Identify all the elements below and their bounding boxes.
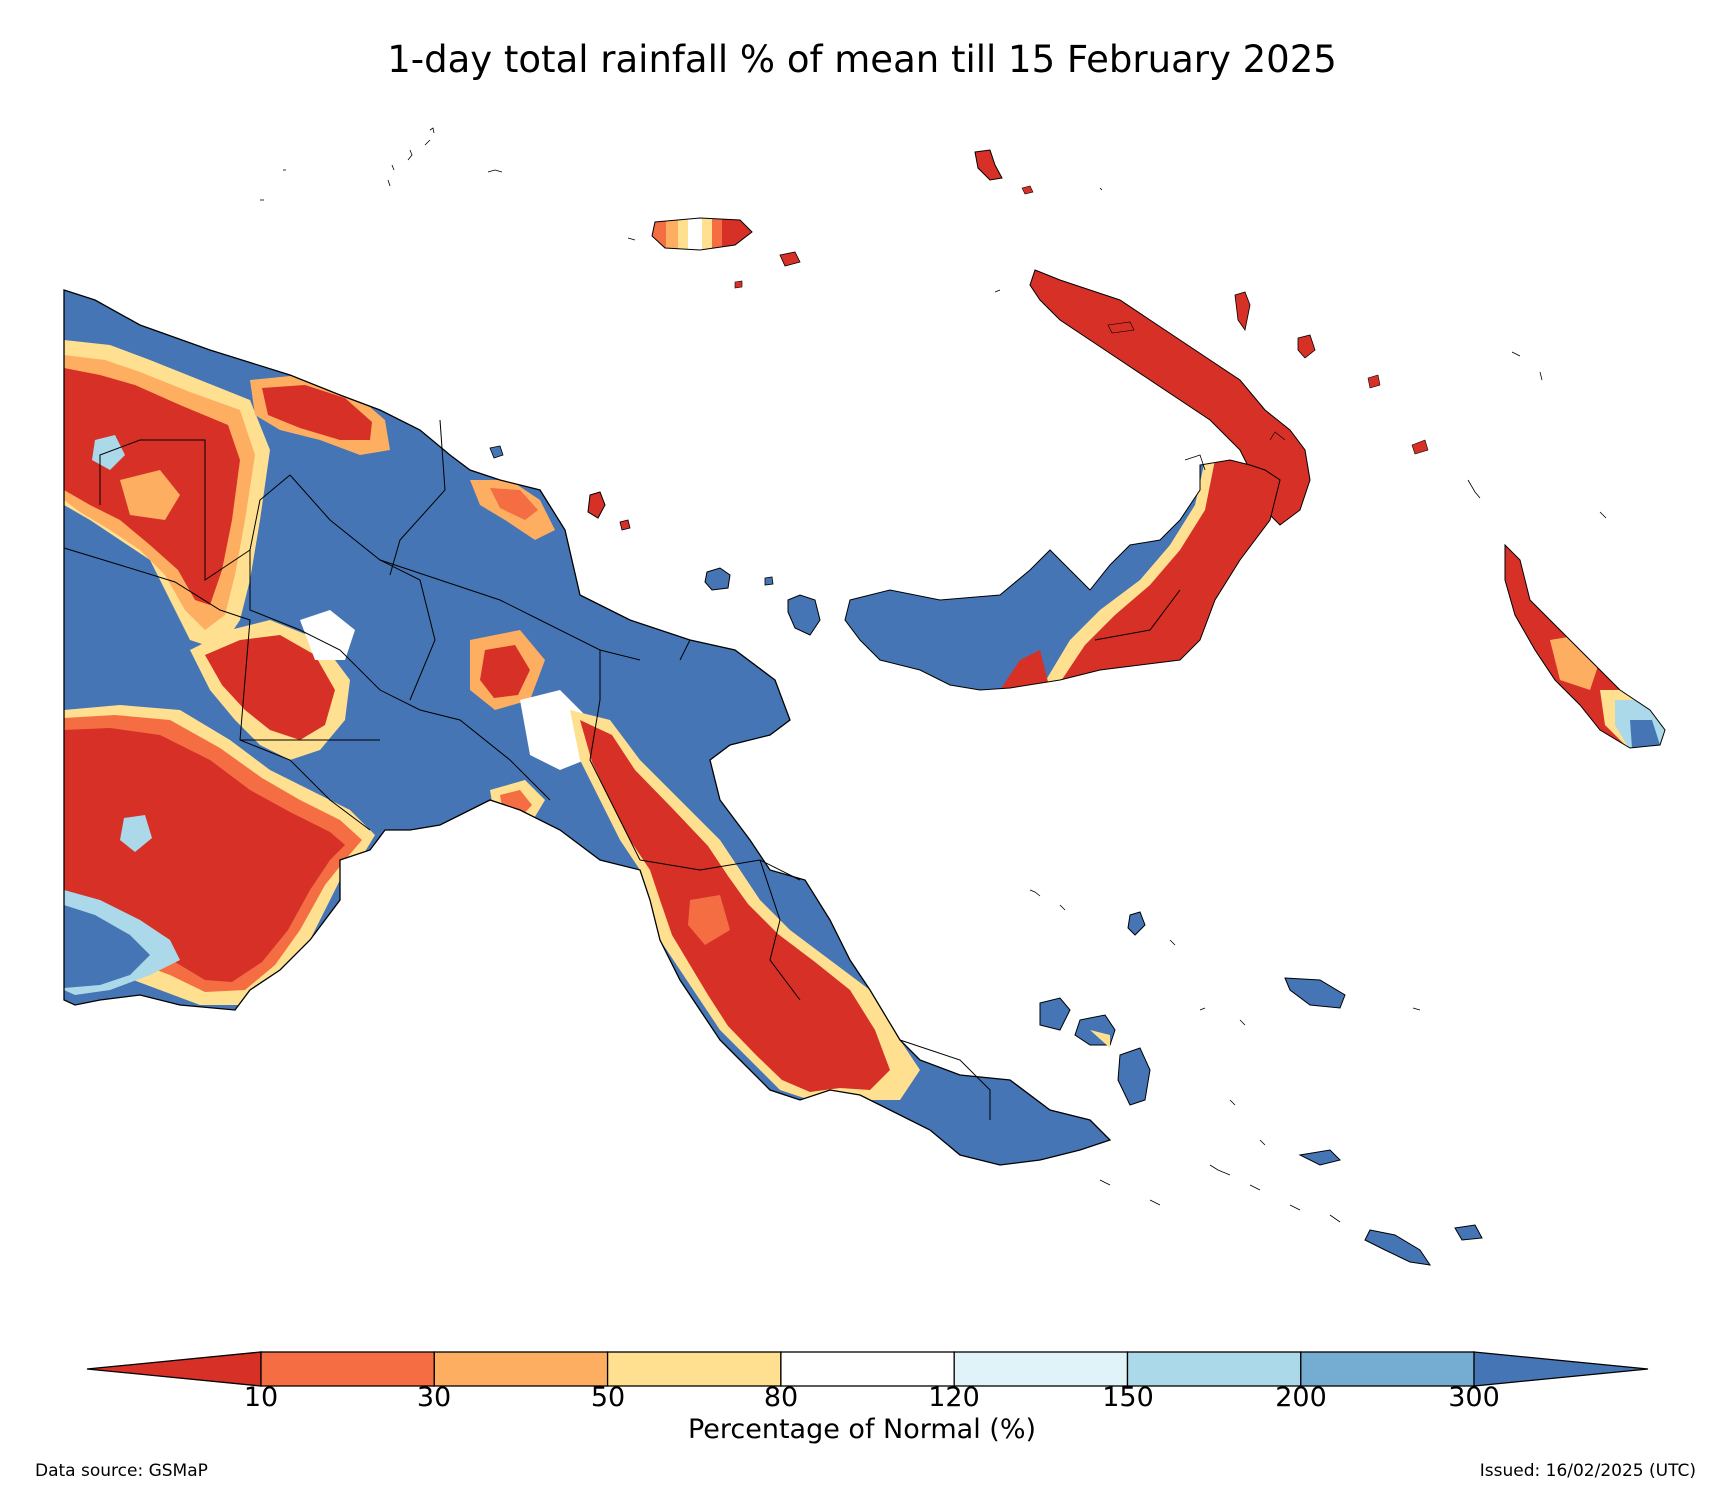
mainland-png [63, 289, 1112, 1166]
manus-island [651, 217, 801, 289]
colorbar-extend-high [1473, 1351, 1649, 1387]
colorbar-tick-label: 200 [1275, 1382, 1327, 1413]
colorbar-tick-label: 120 [928, 1382, 980, 1413]
new-britain [844, 431, 1286, 691]
colorbar-tick-label: 80 [763, 1382, 799, 1413]
colorbar [86, 1351, 1649, 1387]
colorbar-segment [1300, 1351, 1475, 1387]
colorbar-tick-label: 10 [243, 1382, 279, 1413]
north-coast-islands [489, 445, 821, 636]
colorbar-extend-low [86, 1351, 262, 1387]
colorbar-tick-label: 30 [416, 1382, 452, 1413]
colorbar-segment [780, 1351, 955, 1387]
colorbar-segment [953, 1351, 1129, 1387]
colorbar-tick-label: 300 [1448, 1382, 1500, 1413]
issued-date-note: Issued: 16/02/2025 (UTC) [1479, 1461, 1696, 1481]
colorbar-segment [260, 1351, 435, 1387]
milne-bay-islands [1039, 911, 1483, 1266]
colorbar-tick-label: 50 [590, 1382, 626, 1413]
new-ireland [974, 149, 1429, 526]
colorbar-segment [606, 1351, 782, 1387]
data-source-note: Data source: GSMaP [35, 1461, 208, 1481]
colorbar-segment [433, 1351, 609, 1387]
bougainville [1504, 543, 1666, 749]
colorbar-title: Percentage of Normal (%) [687, 1414, 1037, 1445]
map-title: 1-day total rainfall % of mean till 15 F… [387, 38, 1337, 81]
small-islets [260, 127, 1607, 1223]
colorbar-segment [1126, 1351, 1302, 1387]
colorbar-tick-label: 150 [1102, 1382, 1154, 1413]
